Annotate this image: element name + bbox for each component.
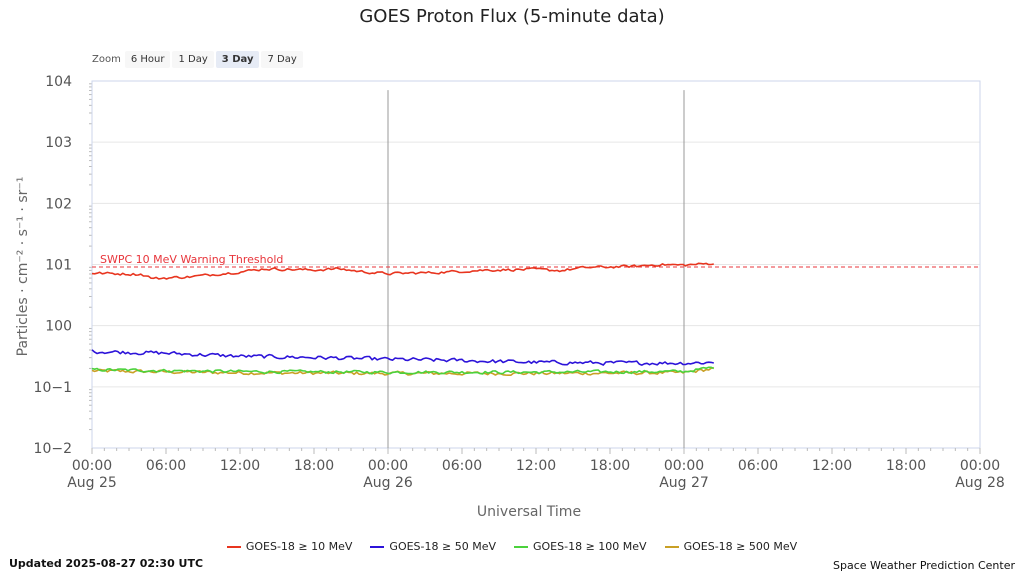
- x-tick-label: 00:00: [368, 458, 408, 474]
- legend-item-50mev[interactable]: GOES-18 ≥ 50 MeV: [370, 540, 496, 553]
- x-tick-label: 00:00: [664, 458, 704, 474]
- legend-swatch-500mev: [664, 545, 679, 548]
- legend-swatch-50mev: [370, 545, 385, 548]
- updated-timestamp: Updated 2025-08-27 02:30 UTC: [9, 557, 204, 570]
- x-date-label: Aug 26: [363, 475, 413, 491]
- x-tick-label: 12:00: [220, 458, 260, 474]
- y-axis-label: Particles · cm⁻² · s⁻¹ · sr⁻¹: [15, 177, 31, 357]
- legend-swatch-10mev: [226, 545, 241, 548]
- series-line-100mev: [91, 366, 715, 375]
- series-line-10mev: [91, 262, 714, 280]
- chart-title: GOES Proton Flux (5-minute data): [359, 6, 665, 27]
- zoom-bar: Zoom 6 Hour 1 Day 3 Day 7 Day: [92, 49, 305, 69]
- zoom-6-hour-button[interactable]: 6 Hour: [124, 50, 171, 68]
- x-tick-label: 06:00: [738, 458, 778, 474]
- zoom-7-day-button[interactable]: 7 Day: [261, 50, 303, 68]
- series-line-500mev: [91, 366, 714, 376]
- x-date-label: Aug 27: [659, 475, 709, 491]
- legend-label-10mev: GOES-18 ≥ 10 MeV: [245, 540, 353, 553]
- legend-item-100mev[interactable]: GOES-18 ≥ 100 MeV: [514, 540, 647, 553]
- x-date-label: Aug 28: [955, 475, 1005, 491]
- x-tick-label: 06:00: [442, 458, 482, 474]
- credit-text: Space Weather Prediction Center: [833, 559, 1015, 572]
- y-tick-label: 10−1: [34, 380, 72, 396]
- x-date-label: Aug 25: [67, 475, 117, 491]
- threshold-label: SWPC 10 MeV Warning Threshold: [100, 253, 283, 266]
- zoom-label: Zoom: [92, 53, 121, 65]
- zoom-3-day-button[interactable]: 3 Day: [215, 50, 260, 68]
- x-axis-label: Universal Time: [477, 504, 581, 520]
- legend-item-500mev[interactable]: GOES-18 ≥ 500 MeV: [664, 540, 798, 553]
- y-tick-label: 10−2: [34, 441, 72, 457]
- x-tick-label: 12:00: [812, 458, 852, 474]
- y-tick-label: 103: [45, 135, 72, 151]
- legend-label-100mev: GOES-18 ≥ 100 MeV: [533, 540, 647, 553]
- x-tick-label: 18:00: [294, 458, 334, 474]
- x-tick-label: 00:00: [960, 458, 1000, 474]
- legend-label-500mev: GOES-18 ≥ 500 MeV: [683, 540, 798, 553]
- y-tick-label: 104: [45, 74, 72, 90]
- zoom-1-day-button[interactable]: 1 Day: [172, 50, 214, 68]
- x-tick-label: 12:00: [516, 458, 556, 474]
- series-line-50mev: [91, 349, 714, 366]
- y-tick-label: 102: [45, 196, 72, 212]
- x-tick-label: 00:00: [72, 458, 112, 474]
- x-tick-label: 06:00: [146, 458, 186, 474]
- x-tick-label: 18:00: [886, 458, 926, 474]
- legend-item-10mev[interactable]: GOES-18 ≥ 10 MeV: [226, 540, 353, 553]
- legend-swatch-100mev: [514, 545, 528, 548]
- y-tick-label: 101: [45, 258, 72, 274]
- legend: GOES-18 ≥ 10 MeV GOES-18 ≥ 50 MeV GOES-1…: [0, 540, 1024, 553]
- legend-label-50mev: GOES-18 ≥ 50 MeV: [389, 540, 496, 553]
- x-tick-label: 18:00: [590, 458, 630, 474]
- y-tick-label: 100: [45, 319, 72, 335]
